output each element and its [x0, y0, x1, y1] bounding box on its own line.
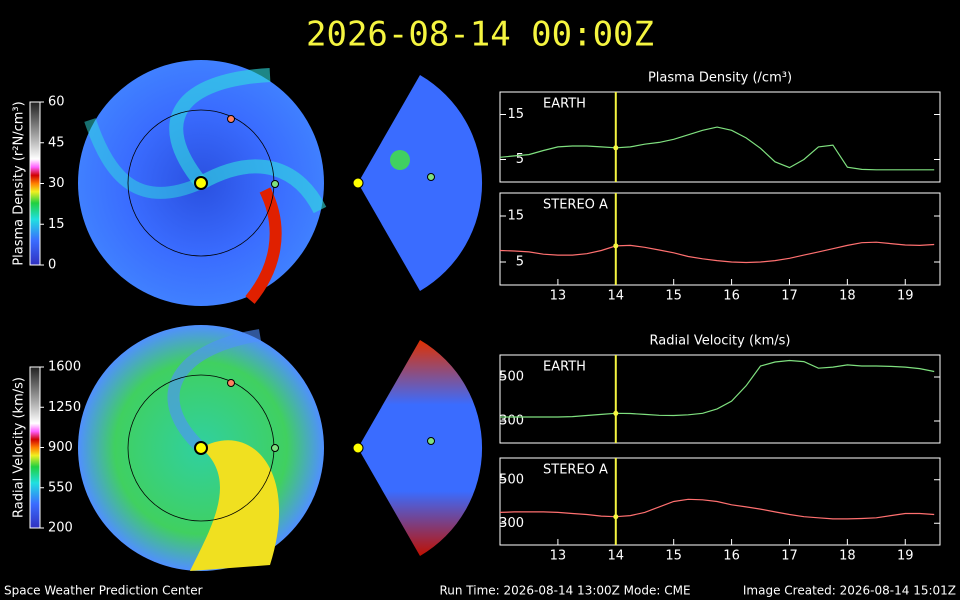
cme — [190, 440, 280, 571]
x-tick-label: 18 — [839, 289, 856, 304]
panel-label: EARTH — [543, 97, 586, 112]
data-line — [499, 126, 935, 171]
x-tick-label: 15 — [665, 289, 682, 304]
colorbar-label: Radial Velocity (km/s) — [12, 377, 27, 518]
time-dot — [613, 145, 619, 151]
y-tick-label: 300 — [499, 414, 524, 429]
x-tick-label: 14 — [608, 289, 625, 304]
colorbar-tick-label: 1600 — [48, 360, 81, 375]
time-dot — [613, 243, 619, 249]
x-tick-label: 13 — [550, 549, 567, 564]
colorbar-tick-label: 45 — [48, 135, 65, 150]
y-tick-label: 500 — [499, 472, 524, 487]
stereo-a — [227, 115, 235, 123]
title: 2026-08-14 00:00Z — [306, 15, 654, 55]
panel-label: EARTH — [543, 360, 586, 375]
x-tick-label: 19 — [897, 289, 914, 304]
panel-label: STEREO A — [543, 198, 608, 213]
x-tick-label: 14 — [608, 549, 625, 564]
stereo-a — [227, 379, 235, 387]
colorbar-tick-label: 200 — [48, 521, 73, 536]
footer-left: Space Weather Prediction Center — [4, 584, 203, 598]
chart-title: Radial Velocity (km/s) — [650, 334, 791, 349]
data-line — [499, 498, 935, 520]
y-tick-label: 5 — [516, 152, 524, 167]
y-tick-label: 300 — [499, 516, 524, 531]
x-tick-label: 18 — [839, 549, 856, 564]
colorbar — [29, 101, 41, 266]
spiral-arm — [84, 118, 204, 199]
colorbar — [29, 366, 41, 529]
density-wedge — [358, 75, 483, 291]
plot-frame — [499, 457, 941, 546]
colorbar-tick-label: 900 — [48, 440, 73, 455]
spiral-arm — [167, 329, 261, 453]
chart-title: Plasma Density (/cm³) — [648, 71, 792, 86]
time-dot — [613, 410, 619, 416]
x-tick-label: 13 — [550, 289, 567, 304]
colorbar-tick-label: 60 — [48, 95, 65, 110]
colorbar-tick-label: 30 — [48, 176, 65, 191]
plot-frame — [499, 91, 941, 183]
velocity-wedge — [358, 340, 483, 556]
sun — [352, 177, 364, 189]
time-dot — [613, 514, 619, 520]
cme — [245, 187, 282, 304]
colorbar-tick-label: 15 — [48, 217, 65, 232]
footer-center: Run Time: 2026-08-14 13:00Z Mode: CME — [439, 584, 690, 598]
panel-label: STEREO A — [543, 463, 608, 478]
y-tick-label: 500 — [499, 370, 524, 385]
sun — [194, 176, 208, 190]
earth — [427, 173, 435, 181]
y-tick-label: 15 — [507, 107, 524, 122]
colorbar-tick-label: 0 — [48, 258, 56, 273]
x-tick-label: 19 — [897, 549, 914, 564]
data-line — [500, 359, 935, 418]
sun — [194, 441, 208, 455]
x-tick-label: 16 — [723, 549, 740, 564]
x-tick-label: 15 — [665, 549, 682, 564]
colorbar-tick-label: 550 — [48, 480, 73, 495]
footer-right: Image Created: 2026-08-14 15:01Z — [743, 584, 956, 598]
colorbar-label: Plasma Density (r²N/cm³) — [12, 101, 27, 265]
spiral-arm — [197, 159, 327, 214]
earth — [427, 437, 435, 445]
earth — [271, 180, 279, 188]
x-tick-label: 17 — [781, 289, 798, 304]
plot-frame — [499, 192, 941, 286]
x-tick-label: 17 — [781, 549, 798, 564]
earth — [271, 444, 279, 452]
x-tick-label: 16 — [723, 289, 740, 304]
y-tick-label: 5 — [516, 255, 524, 270]
data-line — [499, 241, 935, 264]
plot-frame — [499, 354, 941, 444]
colorbar-tick-label: 1250 — [48, 400, 81, 415]
sun — [352, 442, 364, 454]
blob — [390, 150, 410, 170]
spiral-arm — [169, 68, 271, 188]
y-tick-label: 15 — [507, 209, 524, 224]
